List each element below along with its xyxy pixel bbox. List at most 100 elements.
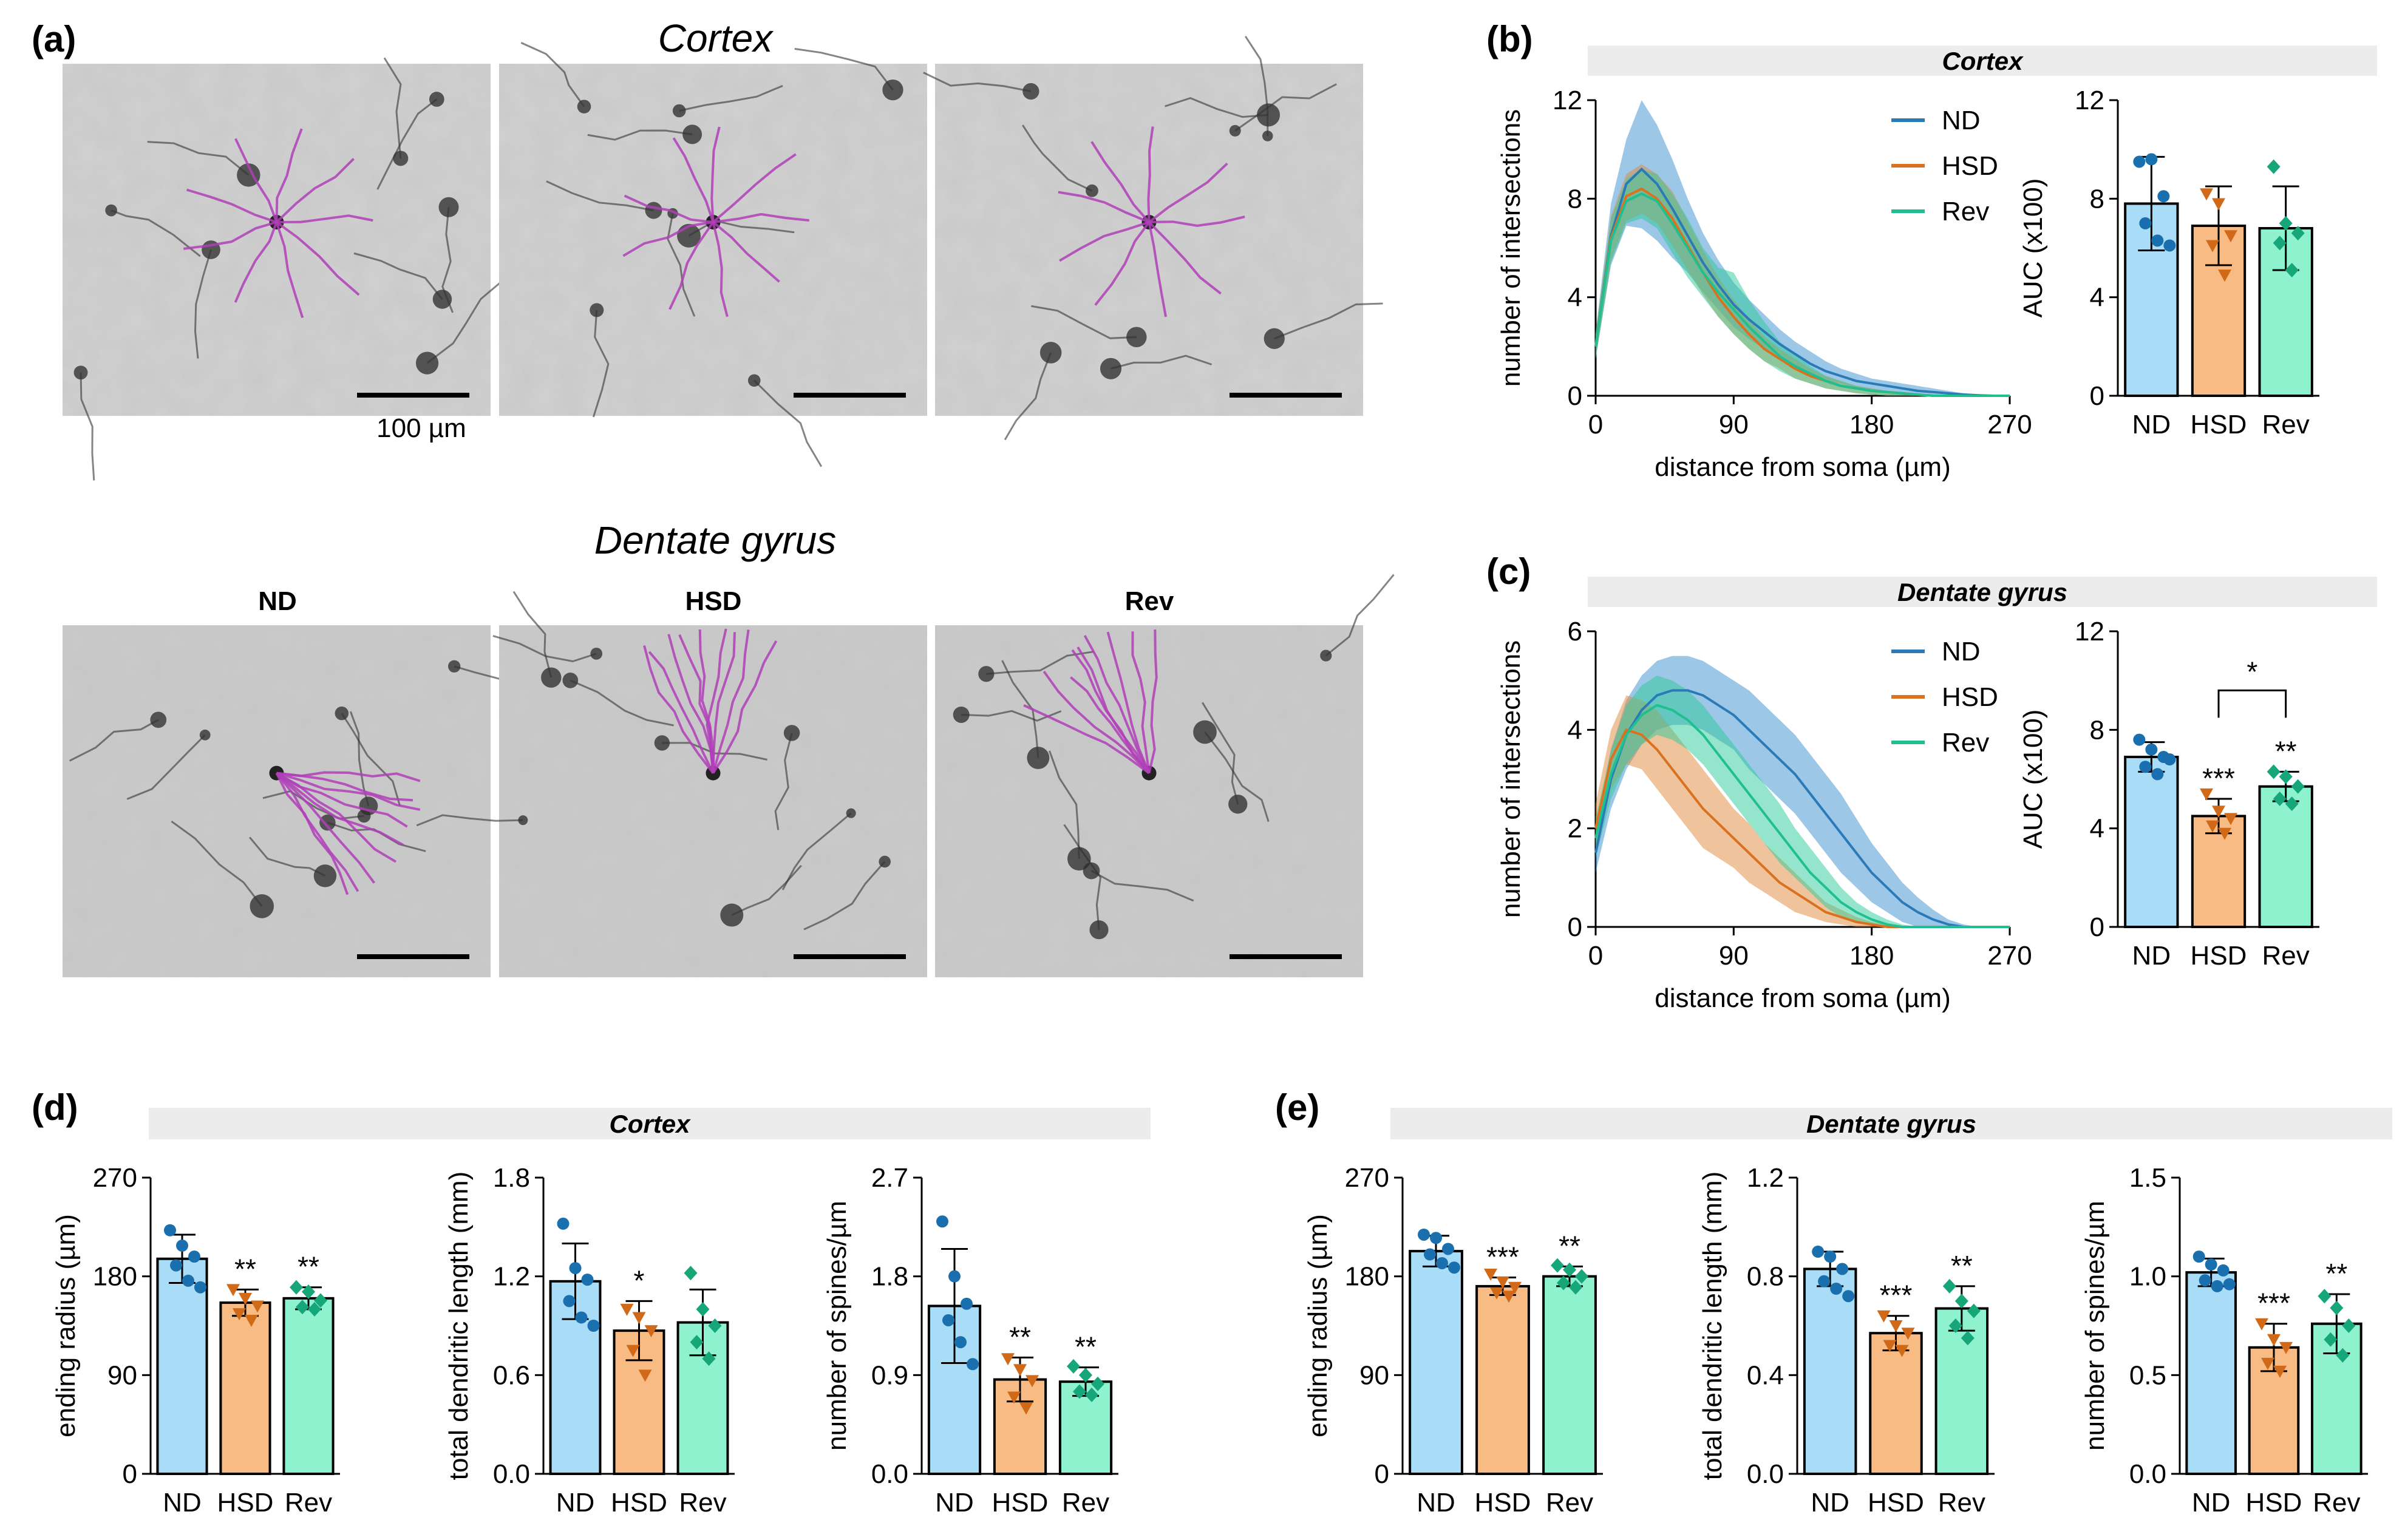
y-tick-label: 1.2 [1747, 1163, 1784, 1193]
x-tick-label: Rev [2262, 410, 2310, 439]
data-point [2145, 153, 2158, 166]
neuron-process [1022, 124, 1093, 192]
neuron-soma [1264, 328, 1285, 349]
neuron-process [520, 42, 585, 107]
neuron-process [679, 84, 783, 112]
data-point [251, 1300, 264, 1313]
x-tick-label: ND [163, 1488, 202, 1518]
dendrite-tracing [1077, 646, 1151, 774]
dendrite-tracing [672, 137, 715, 223]
neuron-process [1204, 731, 1270, 823]
x-tick-label: ND [1417, 1488, 1455, 1518]
neuron-process [546, 180, 654, 212]
neuron-process [69, 719, 159, 762]
scale-bar-label: 100 µm [376, 413, 466, 443]
panel-a-col-nd-bottom: ND [258, 586, 297, 616]
panel-e-letter: (e) [1275, 1087, 1319, 1128]
significance-mark: ** [1951, 1250, 1973, 1281]
data-point [2279, 1342, 2293, 1354]
data-point [1889, 1320, 1903, 1332]
y-tick-label: 0.0 [1747, 1459, 1784, 1489]
data-point [942, 1314, 954, 1326]
data-point [2267, 1334, 2281, 1346]
y-axis-label: number of spines/µm [2080, 1201, 2110, 1451]
x-tick-label: HSD [1868, 1488, 1924, 1518]
dendrite-tracing [1094, 221, 1151, 306]
data-point [2218, 270, 2231, 282]
data-point [2139, 761, 2152, 773]
dendrite-tracing [275, 772, 349, 895]
data-point [557, 1217, 570, 1230]
bar-chart-d-spines: 0.0 0.9 1.8 2.7 number of spines/µm ND ** HSD **… [822, 1163, 1118, 1518]
dendrite-tracing [275, 128, 303, 223]
data-point [1569, 1280, 1582, 1295]
neuron-process [794, 47, 894, 91]
y-tick-label: 0.0 [871, 1459, 908, 1489]
neuron-soma [1039, 342, 1062, 364]
x-tick-label: Rev [1062, 1488, 1109, 1518]
x-tick-label: ND [2132, 941, 2171, 971]
x-tick-label: 0 [1588, 941, 1603, 971]
bar-nd [2185, 1271, 2237, 1475]
data-point [170, 1259, 182, 1272]
y-tick-label: 0 [1375, 1459, 1389, 1489]
data-point [954, 1336, 967, 1349]
neuron-process [1111, 354, 1213, 370]
legend-label-nd: ND [1942, 106, 1981, 135]
y-tick-label: 180 [93, 1262, 137, 1292]
neuron-process [803, 861, 886, 931]
y-axis-label: ending radius (µm) [51, 1214, 81, 1437]
data-point [1830, 1283, 1843, 1295]
x-tick-label: 90 [1719, 941, 1749, 971]
data-point [1967, 1303, 1981, 1318]
dendrite-tracing [186, 188, 277, 223]
data-point [1883, 1340, 1897, 1352]
sem-band-rev [1596, 676, 2010, 927]
data-point [967, 1358, 979, 1371]
data-point [176, 1240, 188, 1252]
bar-chart-e-length: 0.0 0.4 0.8 1.2 total dendritic length (mm) N… [1698, 1163, 1995, 1518]
panel-d-header: Cortex [609, 1110, 691, 1138]
neuron-process [1063, 824, 1102, 930]
neuron-process [249, 836, 326, 877]
x-tick-label: HSD [1475, 1488, 1531, 1518]
data-point [239, 1292, 252, 1305]
neuron-process [376, 98, 438, 190]
data-point [948, 1270, 961, 1283]
data-point [1502, 1291, 1515, 1303]
x-tick-label: Rev [2262, 941, 2310, 971]
significance-mark: ** [2325, 1258, 2347, 1289]
dendrite-tracing [1131, 631, 1151, 773]
data-point [1085, 1387, 1098, 1402]
y-tick-label: 4 [2090, 283, 2104, 313]
data-point [1901, 1328, 1915, 1340]
data-point [245, 1314, 258, 1327]
data-point [2206, 820, 2219, 833]
data-point [2163, 753, 2176, 766]
bar-nd [1409, 1250, 1463, 1475]
series-line-nd [1594, 167, 2010, 397]
bar-chart-e-radius: 0 90 180 270 ending radius (µm) ND *** HSD ** Rev [1303, 1163, 1603, 1518]
y-tick-label: 1.8 [871, 1262, 908, 1292]
y-tick-label: 0.4 [1747, 1360, 1784, 1390]
data-point [2285, 796, 2299, 812]
data-point [575, 1311, 588, 1324]
y-tick-label: 8 [2090, 715, 2104, 745]
panel-b-letter: (b) [1486, 19, 1533, 59]
data-point [563, 1295, 576, 1308]
data-point [2273, 236, 2287, 251]
dendrite-tracing [1148, 222, 1168, 317]
significance-mark: ** [1075, 1331, 1097, 1363]
y-tick-label: 12 [1553, 86, 1582, 115]
micrograph-tile [923, 36, 1383, 441]
data-point [2285, 263, 2299, 278]
x-tick-label: 180 [1849, 941, 1894, 971]
neuron-process [171, 820, 263, 907]
micrograph-tile [416, 591, 927, 977]
data-point [2217, 1264, 2230, 1277]
data-point [1842, 1290, 1855, 1303]
data-point [684, 1266, 698, 1281]
x-tick-label: 0 [1588, 410, 1603, 439]
data-point [2318, 1289, 2332, 1304]
y-tick-label: 2.7 [871, 1163, 908, 1193]
